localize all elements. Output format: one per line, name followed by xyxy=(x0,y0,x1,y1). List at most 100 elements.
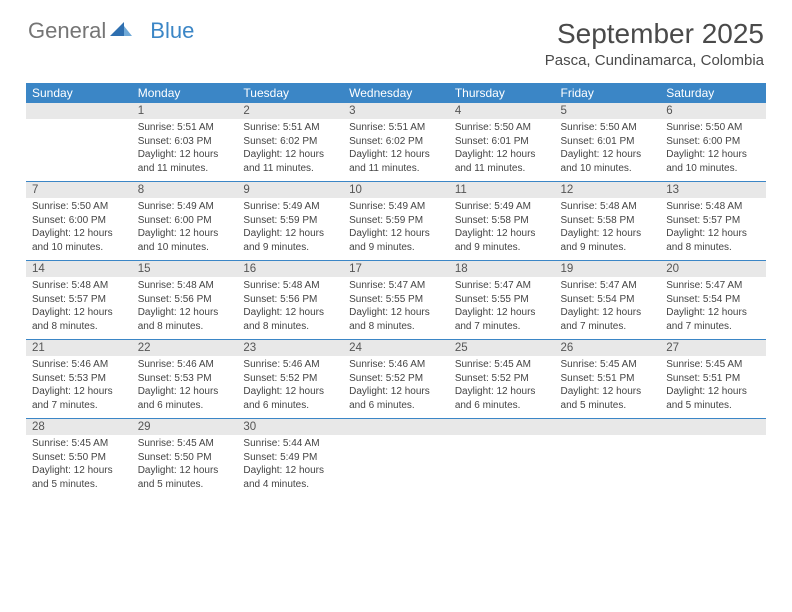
daylight-line: Daylight: 12 hours and 8 minutes. xyxy=(243,306,337,333)
daylight-line: Daylight: 12 hours and 11 minutes. xyxy=(138,148,232,175)
daylight-line: Daylight: 12 hours and 6 minutes. xyxy=(138,385,232,412)
day-detail-cell: Sunrise: 5:45 AMSunset: 5:50 PMDaylight:… xyxy=(132,435,238,497)
month-title: September 2025 xyxy=(545,18,764,50)
day-detail-cell xyxy=(343,435,449,497)
sunrise-line: Sunrise: 5:48 AM xyxy=(138,279,232,293)
sunrise-line: Sunrise: 5:46 AM xyxy=(138,358,232,372)
day-number-cell xyxy=(26,103,132,119)
day-number-cell: 22 xyxy=(132,340,238,357)
day-number-cell: 20 xyxy=(660,261,766,278)
sunset-line: Sunset: 5:58 PM xyxy=(455,214,549,228)
day-number-row: 282930 xyxy=(26,419,766,436)
sunrise-line: Sunrise: 5:45 AM xyxy=(666,358,760,372)
sunset-line: Sunset: 5:59 PM xyxy=(349,214,443,228)
day-detail-row: Sunrise: 5:46 AMSunset: 5:53 PMDaylight:… xyxy=(26,356,766,419)
day-number-row: 78910111213 xyxy=(26,182,766,199)
sunrise-line: Sunrise: 5:48 AM xyxy=(243,279,337,293)
day-detail-cell: Sunrise: 5:50 AMSunset: 6:01 PMDaylight:… xyxy=(449,119,555,182)
sunset-line: Sunset: 5:56 PM xyxy=(138,293,232,307)
sunset-line: Sunset: 6:00 PM xyxy=(138,214,232,228)
sunrise-line: Sunrise: 5:47 AM xyxy=(455,279,549,293)
day-number-cell: 23 xyxy=(237,340,343,357)
day-number-cell: 10 xyxy=(343,182,449,199)
day-number-cell: 30 xyxy=(237,419,343,436)
sunset-line: Sunset: 5:50 PM xyxy=(32,451,126,465)
day-detail-row: Sunrise: 5:45 AMSunset: 5:50 PMDaylight:… xyxy=(26,435,766,497)
day-detail-cell: Sunrise: 5:50 AMSunset: 6:00 PMDaylight:… xyxy=(660,119,766,182)
day-number-cell: 14 xyxy=(26,261,132,278)
day-number-cell: 13 xyxy=(660,182,766,199)
day-detail-cell xyxy=(449,435,555,497)
sunrise-line: Sunrise: 5:48 AM xyxy=(561,200,655,214)
day-number-cell: 24 xyxy=(343,340,449,357)
day-number-cell: 12 xyxy=(555,182,661,199)
sunset-line: Sunset: 5:52 PM xyxy=(243,372,337,386)
day-detail-cell: Sunrise: 5:45 AMSunset: 5:52 PMDaylight:… xyxy=(449,356,555,419)
day-header: Thursday xyxy=(449,83,555,103)
day-detail-cell: Sunrise: 5:46 AMSunset: 5:52 PMDaylight:… xyxy=(237,356,343,419)
day-number-cell: 21 xyxy=(26,340,132,357)
day-number-cell xyxy=(343,419,449,436)
day-detail-cell: Sunrise: 5:48 AMSunset: 5:56 PMDaylight:… xyxy=(132,277,238,340)
sunrise-line: Sunrise: 5:46 AM xyxy=(32,358,126,372)
sunrise-line: Sunrise: 5:48 AM xyxy=(666,200,760,214)
day-detail-cell: Sunrise: 5:47 AMSunset: 5:55 PMDaylight:… xyxy=(449,277,555,340)
day-header: Friday xyxy=(555,83,661,103)
day-detail-cell: Sunrise: 5:46 AMSunset: 5:53 PMDaylight:… xyxy=(132,356,238,419)
day-number-cell: 8 xyxy=(132,182,238,199)
sunset-line: Sunset: 5:53 PM xyxy=(32,372,126,386)
sunrise-line: Sunrise: 5:50 AM xyxy=(561,121,655,135)
calendar-body: 123456Sunrise: 5:51 AMSunset: 6:03 PMDay… xyxy=(26,103,766,497)
daylight-line: Daylight: 12 hours and 9 minutes. xyxy=(243,227,337,254)
sunrise-line: Sunrise: 5:50 AM xyxy=(32,200,126,214)
sunset-line: Sunset: 5:57 PM xyxy=(32,293,126,307)
sunset-line: Sunset: 6:00 PM xyxy=(666,135,760,149)
sunrise-line: Sunrise: 5:45 AM xyxy=(32,437,126,451)
day-detail-cell: Sunrise: 5:47 AMSunset: 5:55 PMDaylight:… xyxy=(343,277,449,340)
sunrise-line: Sunrise: 5:51 AM xyxy=(138,121,232,135)
day-number-cell: 25 xyxy=(449,340,555,357)
daylight-line: Daylight: 12 hours and 10 minutes. xyxy=(138,227,232,254)
day-number-cell: 5 xyxy=(555,103,661,119)
daylight-line: Daylight: 12 hours and 5 minutes. xyxy=(561,385,655,412)
sunrise-line: Sunrise: 5:45 AM xyxy=(561,358,655,372)
daylight-line: Daylight: 12 hours and 9 minutes. xyxy=(349,227,443,254)
day-number-cell xyxy=(449,419,555,436)
daylight-line: Daylight: 12 hours and 7 minutes. xyxy=(561,306,655,333)
day-header: Wednesday xyxy=(343,83,449,103)
day-detail-cell: Sunrise: 5:46 AMSunset: 5:53 PMDaylight:… xyxy=(26,356,132,419)
daylight-line: Daylight: 12 hours and 8 minutes. xyxy=(666,227,760,254)
sunset-line: Sunset: 5:56 PM xyxy=(243,293,337,307)
sunset-line: Sunset: 6:00 PM xyxy=(32,214,126,228)
sunrise-line: Sunrise: 5:49 AM xyxy=(243,200,337,214)
logo-text-2: Blue xyxy=(150,18,194,44)
daylight-line: Daylight: 12 hours and 6 minutes. xyxy=(349,385,443,412)
sunrise-line: Sunrise: 5:47 AM xyxy=(561,279,655,293)
logo: General Blue xyxy=(28,18,194,44)
day-detail-cell: Sunrise: 5:51 AMSunset: 6:03 PMDaylight:… xyxy=(132,119,238,182)
sunset-line: Sunset: 5:55 PM xyxy=(349,293,443,307)
daylight-line: Daylight: 12 hours and 7 minutes. xyxy=(455,306,549,333)
day-detail-cell xyxy=(555,435,661,497)
day-detail-cell: Sunrise: 5:49 AMSunset: 5:59 PMDaylight:… xyxy=(237,198,343,261)
location: Pasca, Cundinamarca, Colombia xyxy=(545,52,764,69)
day-header-row: SundayMondayTuesdayWednesdayThursdayFrid… xyxy=(26,83,766,103)
day-number-cell: 11 xyxy=(449,182,555,199)
day-detail-cell: Sunrise: 5:45 AMSunset: 5:51 PMDaylight:… xyxy=(660,356,766,419)
daylight-line: Daylight: 12 hours and 8 minutes. xyxy=(32,306,126,333)
daylight-line: Daylight: 12 hours and 8 minutes. xyxy=(138,306,232,333)
day-detail-cell: Sunrise: 5:48 AMSunset: 5:57 PMDaylight:… xyxy=(26,277,132,340)
day-number-cell: 19 xyxy=(555,261,661,278)
day-number-cell: 7 xyxy=(26,182,132,199)
sunset-line: Sunset: 5:55 PM xyxy=(455,293,549,307)
daylight-line: Daylight: 12 hours and 5 minutes. xyxy=(666,385,760,412)
day-header: Sunday xyxy=(26,83,132,103)
day-number-cell: 3 xyxy=(343,103,449,119)
sunrise-line: Sunrise: 5:49 AM xyxy=(349,200,443,214)
sunset-line: Sunset: 5:52 PM xyxy=(455,372,549,386)
sunset-line: Sunset: 5:51 PM xyxy=(666,372,760,386)
sunrise-line: Sunrise: 5:49 AM xyxy=(455,200,549,214)
day-number-cell xyxy=(660,419,766,436)
daylight-line: Daylight: 12 hours and 9 minutes. xyxy=(455,227,549,254)
daylight-line: Daylight: 12 hours and 6 minutes. xyxy=(455,385,549,412)
